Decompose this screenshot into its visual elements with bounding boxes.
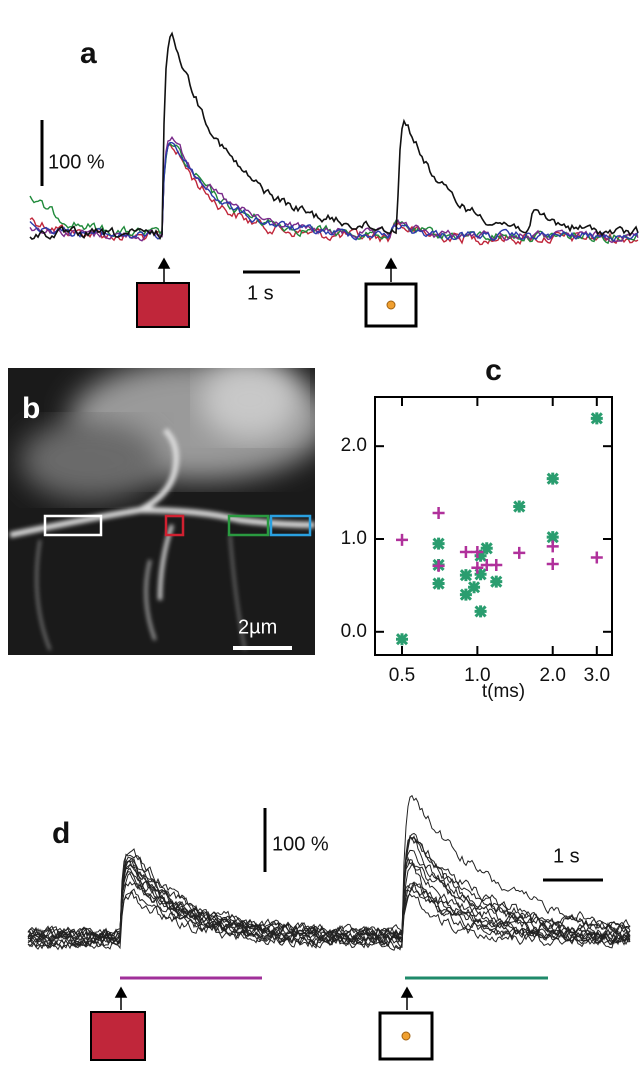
point <box>546 540 559 553</box>
scale-bar-label: 2µm <box>238 616 277 638</box>
trace <box>29 31 639 241</box>
trace <box>27 837 631 951</box>
amplitude-bar-label: 100 % <box>48 151 105 173</box>
point <box>471 561 484 574</box>
trace <box>29 143 639 245</box>
trace <box>27 881 631 948</box>
amplitude-bar-label: 100 % <box>272 833 329 855</box>
trace <box>29 141 639 243</box>
point <box>432 507 445 520</box>
point <box>490 575 503 588</box>
point <box>396 533 409 546</box>
point <box>590 412 603 425</box>
x-tick-label: 2.0 <box>540 665 566 686</box>
point <box>395 633 409 646</box>
y-tick-label: 1.0 <box>341 528 367 549</box>
micrograph <box>8 368 315 655</box>
point <box>474 568 487 581</box>
stimulus-icons <box>90 986 434 1061</box>
point <box>513 546 526 559</box>
point <box>474 605 487 618</box>
x-tick-label: 3.0 <box>584 665 610 686</box>
point <box>471 545 484 558</box>
y-tick-label: 2.0 <box>341 435 367 456</box>
traces <box>29 31 639 246</box>
stimulus-icons <box>136 257 418 328</box>
trace <box>27 834 631 941</box>
point <box>432 559 445 572</box>
time-bar-label: 1 s <box>247 282 274 304</box>
x-tick-label: 0.5 <box>389 665 415 686</box>
point <box>546 531 559 544</box>
point <box>459 545 472 558</box>
point <box>546 558 559 571</box>
panel-label: a <box>80 37 97 70</box>
x-axis-label: t(ms) <box>482 681 525 702</box>
time-bar-label: 1 s <box>553 845 580 867</box>
point <box>459 588 472 601</box>
point <box>467 581 481 594</box>
scatter-plot: c 0.0 1.0 2.0 0.5 1.0 2.0 3.0 t(ms) <box>341 354 613 702</box>
panel-label: d <box>52 817 70 850</box>
point <box>490 558 503 571</box>
y-tick-label: 0.0 <box>341 621 367 642</box>
point <box>590 551 603 564</box>
trace <box>29 136 639 244</box>
point <box>474 549 487 562</box>
point <box>459 569 472 582</box>
traces <box>27 794 631 951</box>
point <box>513 500 526 513</box>
chart-title: c <box>485 354 502 387</box>
point <box>546 472 559 485</box>
trace <box>27 857 631 947</box>
x-tick-label: 1.0 <box>464 665 490 686</box>
panel-label: b <box>22 392 40 425</box>
plot-frame <box>374 396 613 656</box>
point <box>432 537 445 550</box>
point <box>480 542 493 555</box>
point <box>432 577 445 590</box>
